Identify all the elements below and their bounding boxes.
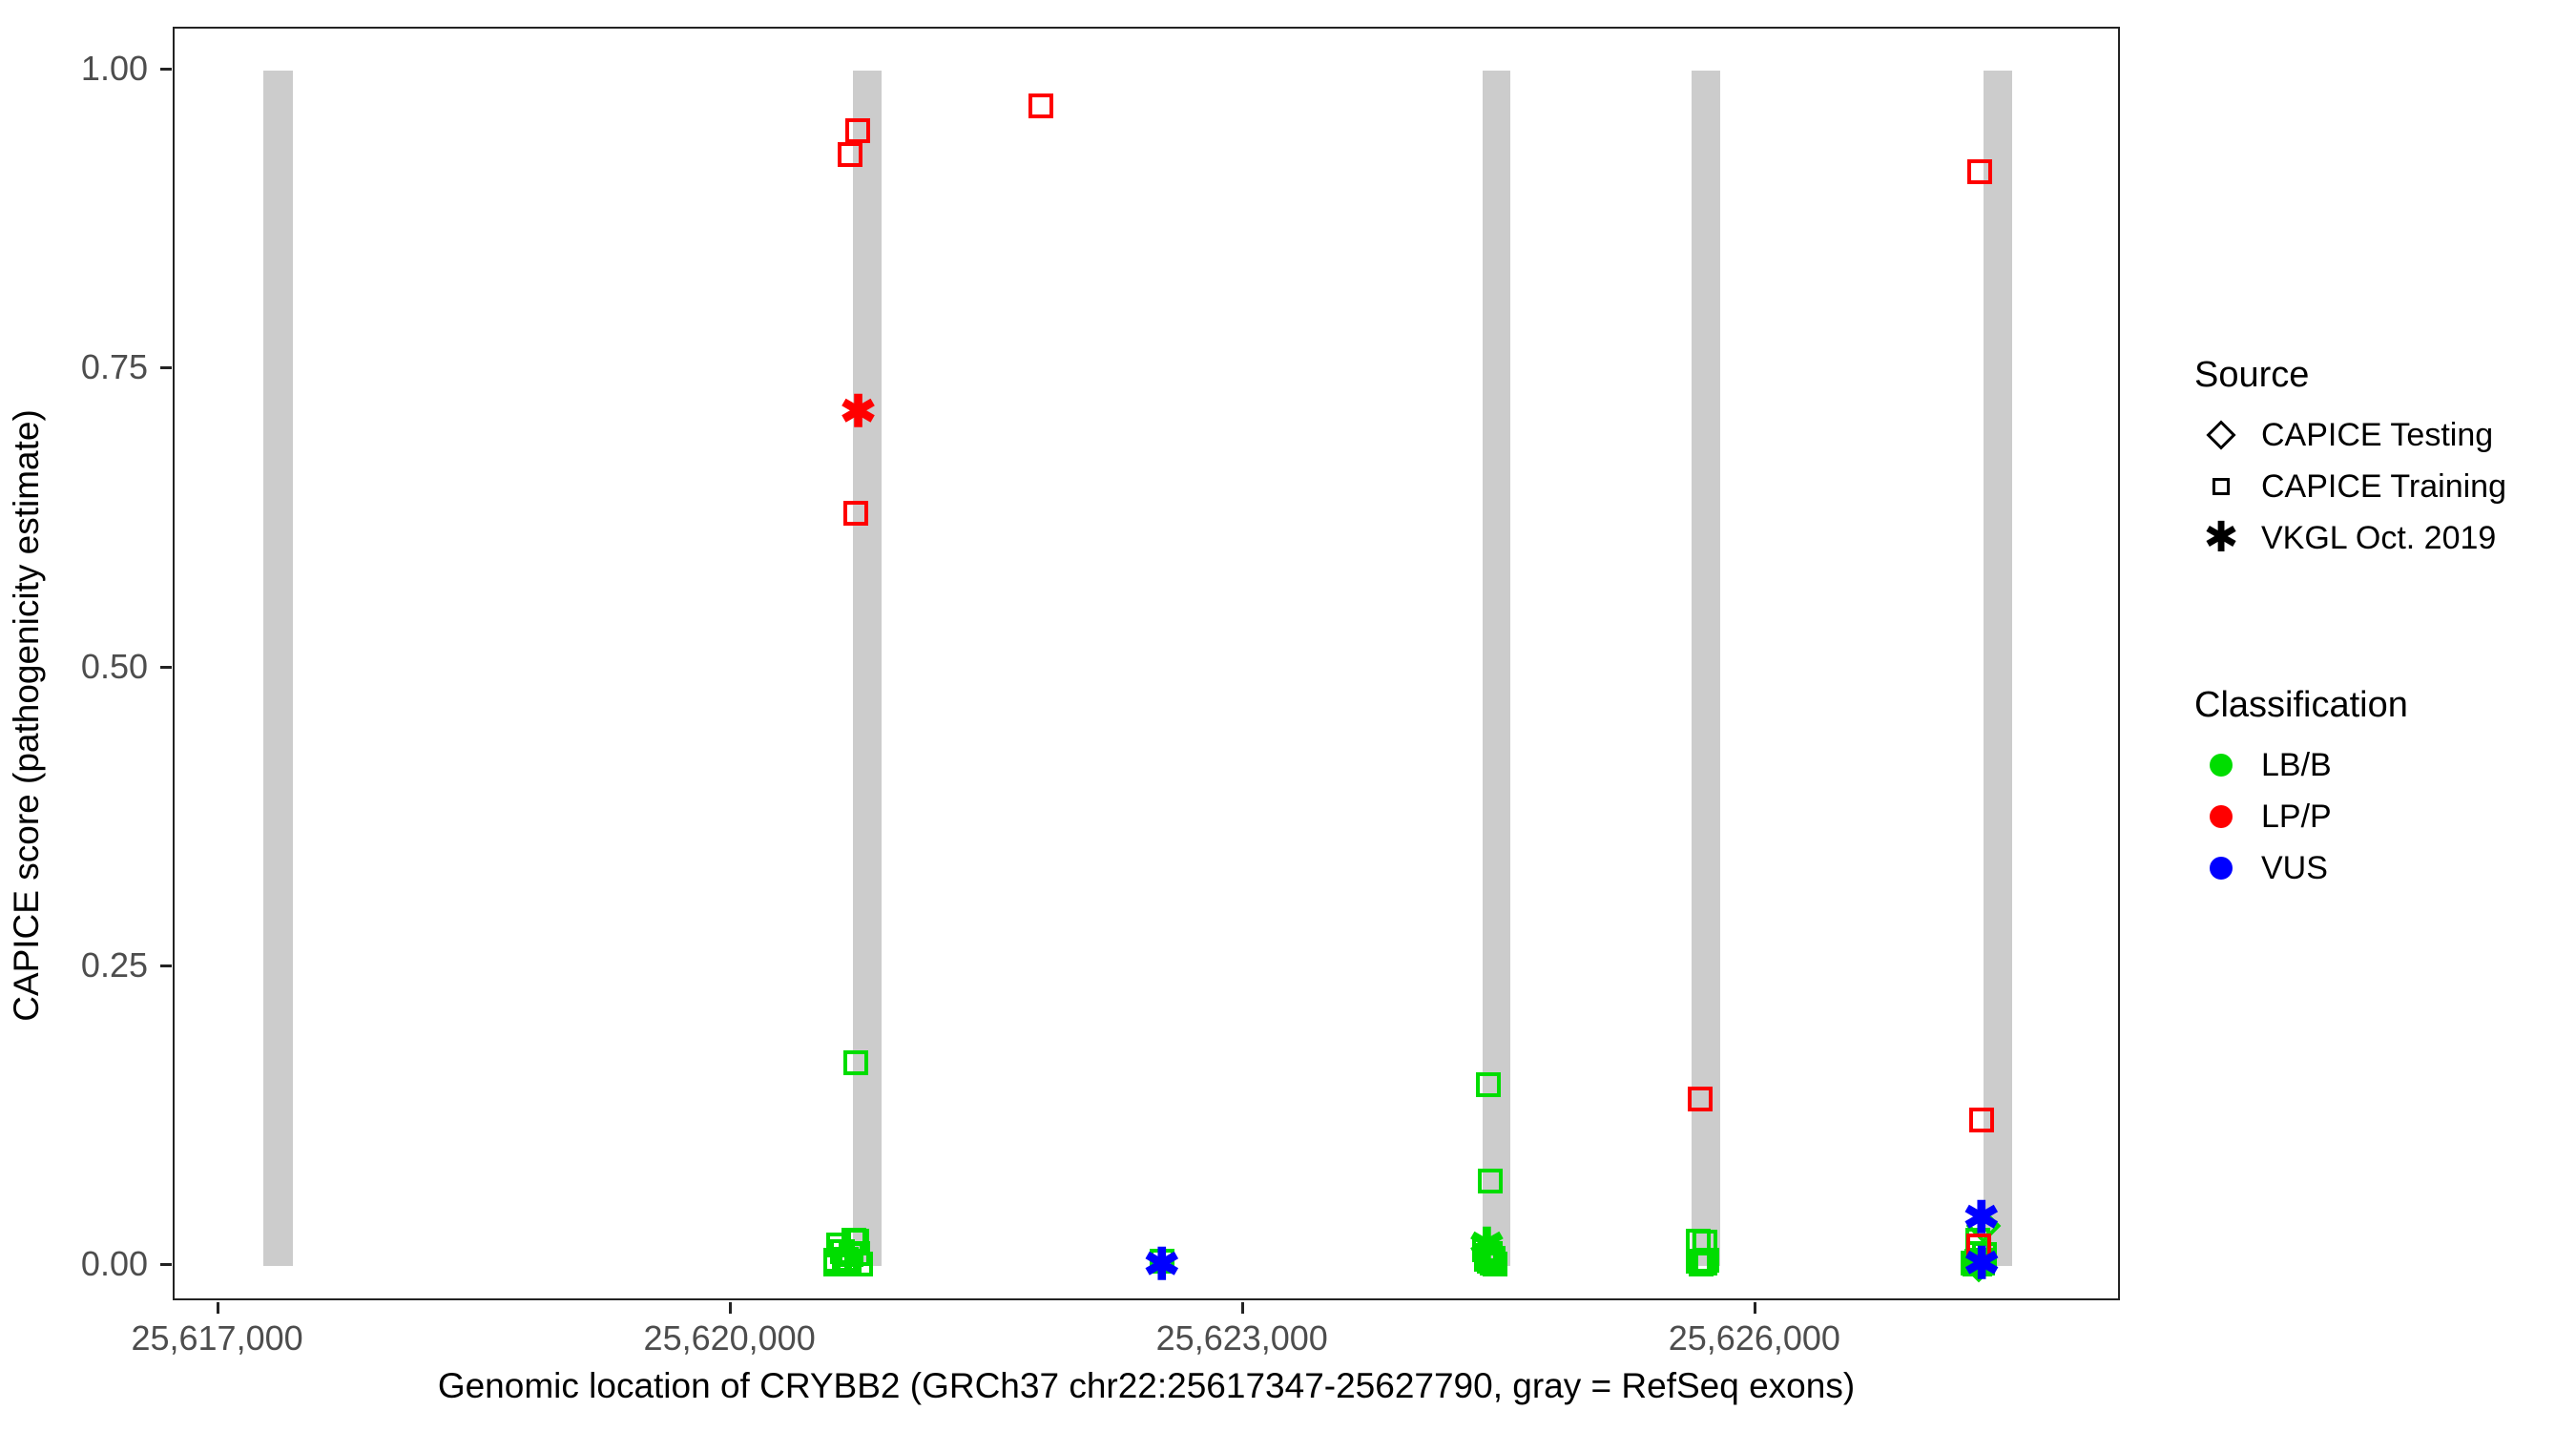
data-point-lp-p (843, 500, 869, 526)
data-point-lp-p (1969, 1108, 1995, 1133)
data-point-lp-p (1028, 93, 1053, 119)
legend-item-source[interactable]: CAPICE Training (2194, 461, 2506, 512)
plot-panel: ✱ ✱ ✱ ✱ ✱ (173, 27, 2120, 1300)
legend-source-items: CAPICE Testing CAPICE Training ✱ VKGL Oct. … (2194, 409, 2506, 564)
legend-item-source[interactable]: ✱ VKGL Oct. 2019 (2194, 512, 2506, 564)
data-point-vus: ✱ (1963, 1192, 2001, 1242)
y-tick-label: 0.50 (80, 646, 148, 686)
data-point-lb-b (848, 1251, 874, 1276)
x-tick-label: 25,620,000 (643, 1318, 816, 1358)
x-tick-label: 25,623,000 (1155, 1318, 1328, 1358)
dot-key-icon (2194, 857, 2248, 880)
data-point-vus: ✱ (1143, 1238, 1181, 1289)
legend-classification-title: Classification (2194, 685, 2408, 725)
y-tick-label: 0.75 (80, 347, 148, 387)
x-tick-mark (728, 1302, 732, 1314)
exon-band (1483, 70, 1511, 1267)
legend-classification-items: LB/B LP/P VUS (2194, 739, 2408, 894)
legend-item-classification[interactable]: LB/B (2194, 739, 2408, 791)
data-point-lp-p (1687, 1086, 1713, 1111)
data-point-vus: ✱ (1963, 1237, 2001, 1288)
y-tick-label: 0.00 (80, 1244, 148, 1284)
data-point-lb-b (1477, 1169, 1503, 1194)
legend-source-title: Source (2194, 355, 2310, 395)
y-tick-label: 0.25 (80, 945, 148, 985)
y-tick-mark (160, 964, 172, 967)
dot-key-icon (2194, 754, 2248, 777)
legend-item-label: LP/P (2261, 798, 2332, 835)
dot-key-icon (2194, 805, 2248, 828)
exon-band (1691, 70, 1721, 1267)
legend-item-classification[interactable]: VUS (2194, 842, 2408, 894)
square-key-icon (2194, 478, 2248, 495)
data-point-lp-p (1967, 159, 1993, 185)
x-tick-mark (1753, 1302, 1756, 1314)
legend-source: Source CAPICE Testing CAPICE Training ✱ VKG… (2194, 355, 2506, 564)
data-point-lb-b (1475, 1071, 1501, 1097)
x-tick-mark (216, 1302, 219, 1314)
y-tick-label: 1.00 (80, 48, 148, 88)
x-axis-title: Genomic location of CRYBB2 (GRCh37 chr22… (437, 1366, 1856, 1405)
data-point-lb-b (1693, 1250, 1718, 1275)
data-point-lb-b (1482, 1251, 1507, 1276)
x-tick-label: 25,617,000 (131, 1318, 303, 1358)
asterisk-key-icon: ✱ (2203, 514, 2239, 561)
x-tick-mark (1240, 1302, 1244, 1314)
exon-band (263, 70, 293, 1267)
legend-item-classification[interactable]: LP/P (2194, 791, 2408, 842)
data-point-lb-b (1149, 1249, 1174, 1275)
data-point-lp-p (844, 117, 870, 143)
legend-item-label: CAPICE Training (2261, 467, 2506, 505)
legend-item-label: LB/B (2261, 746, 2332, 783)
exon-band (1983, 70, 2013, 1267)
data-point-lp-p (1965, 1234, 1991, 1259)
legend-item-label: VUS (2261, 849, 2328, 886)
data-point-lp-p: ✱ (840, 386, 877, 437)
data-point-lb-b (1970, 1250, 1996, 1275)
data-point-lb-b (1694, 1248, 1720, 1274)
y-tick-mark (160, 665, 172, 669)
y-axis-title: CAPICE score (pathogenicity estimate) (7, 409, 46, 1022)
data-point-lp-p (837, 141, 862, 167)
legend-item-source[interactable]: CAPICE Testing (2194, 409, 2506, 461)
exon-band (852, 70, 883, 1267)
legend-item-label: VKGL Oct. 2019 (2261, 519, 2497, 556)
legend-item-label: CAPICE Testing (2261, 416, 2494, 453)
data-point-lb-b: ✱ (1468, 1218, 1506, 1269)
y-tick-mark (160, 366, 172, 370)
diamond-key-icon (2194, 420, 2248, 450)
y-tick-mark (160, 67, 172, 71)
data-point-lb-b (843, 1050, 869, 1076)
y-tick-mark (160, 1263, 172, 1267)
x-tick-label: 25,626,000 (1668, 1318, 1840, 1358)
legend-classification: Classification LB/B LP/P VUS (2194, 685, 2408, 894)
